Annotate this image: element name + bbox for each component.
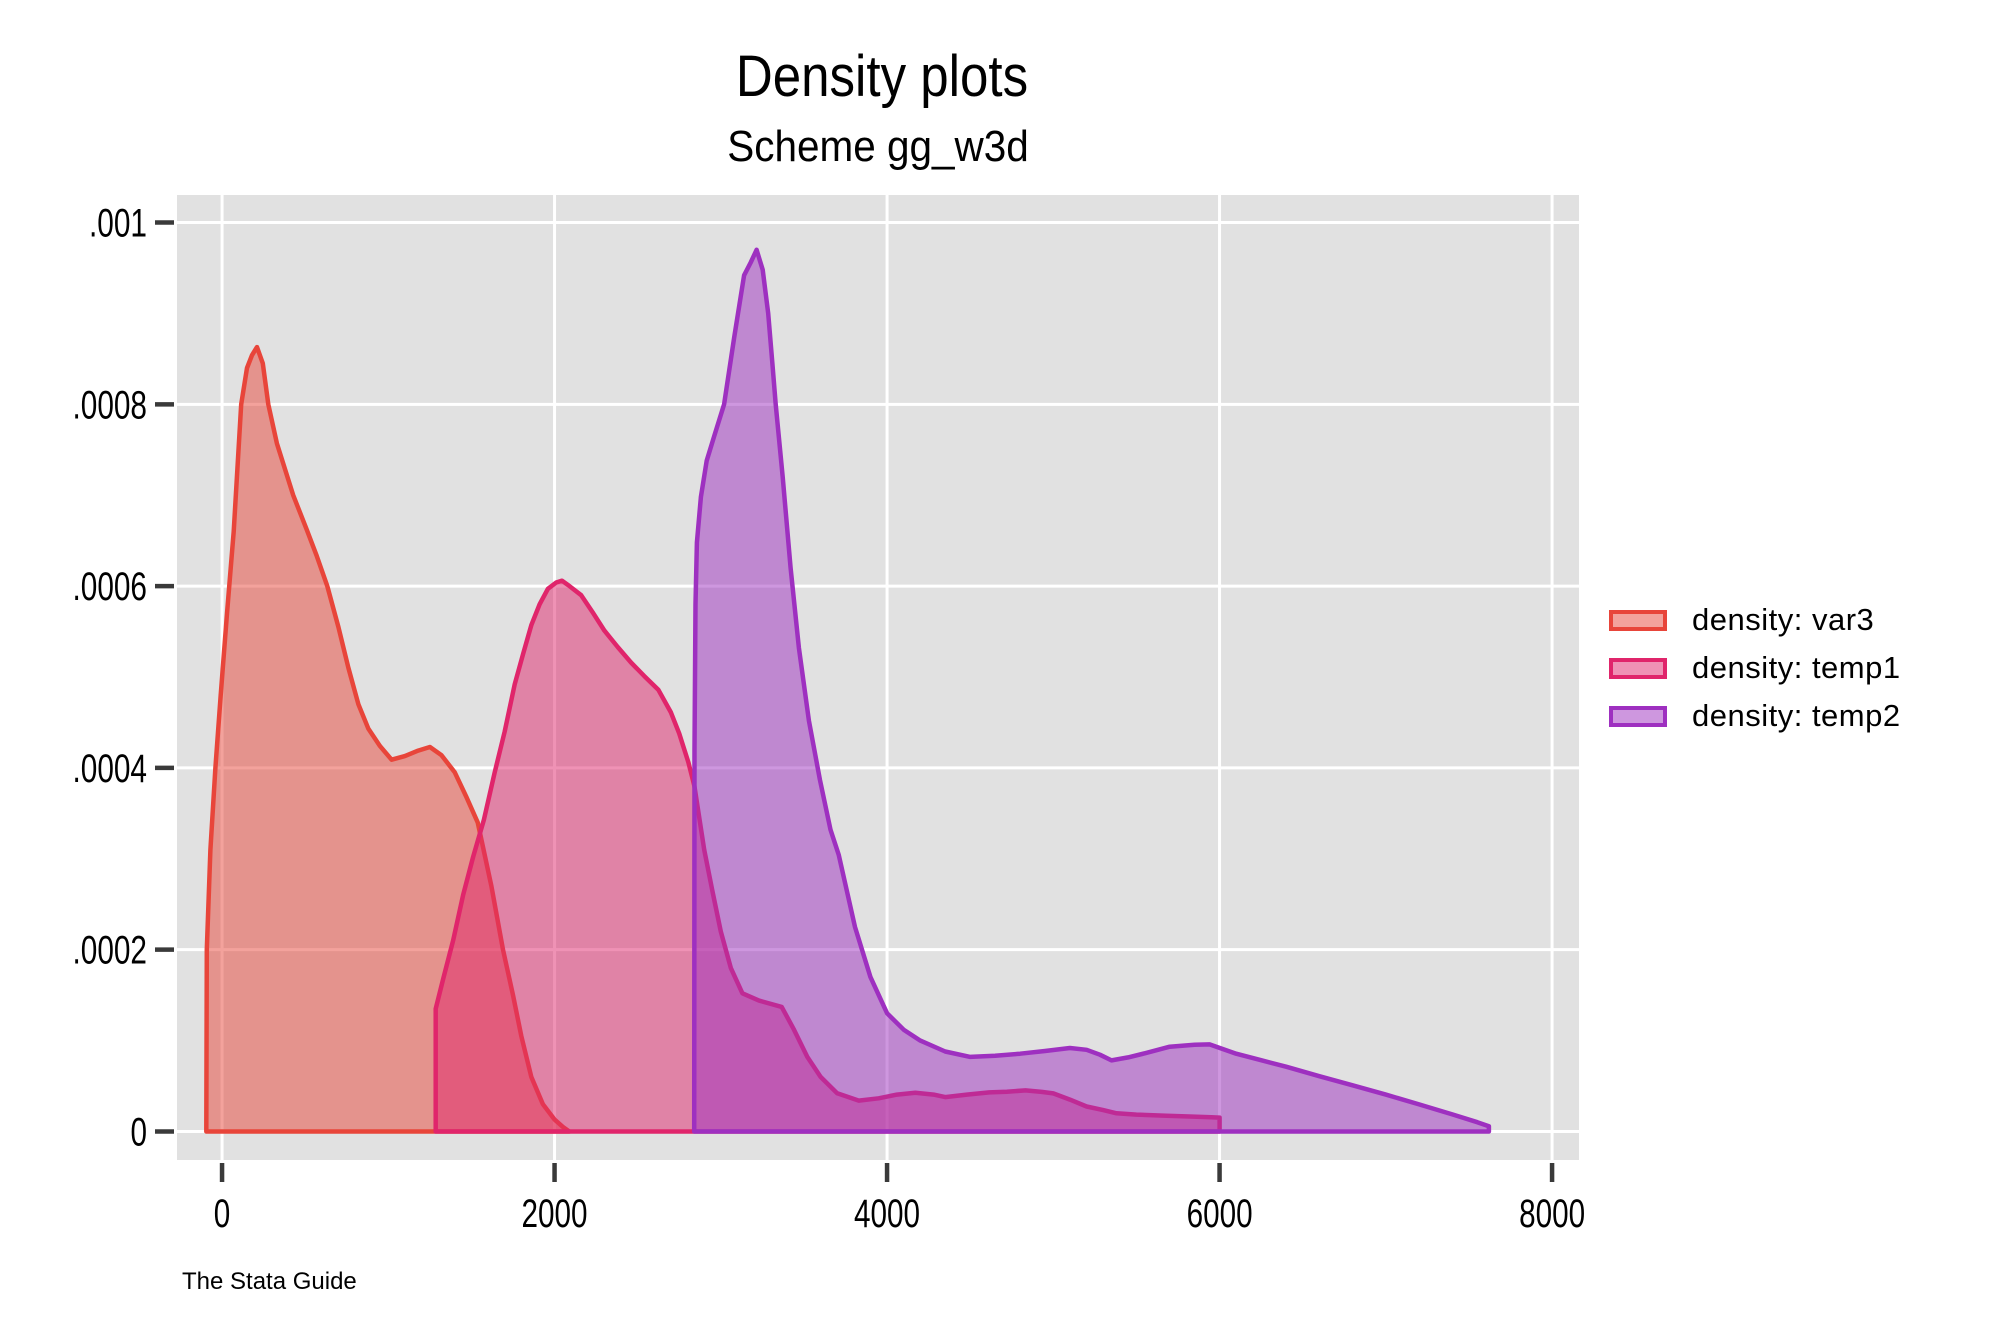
x-tick-label: 2000 [522, 1192, 588, 1236]
y-tick-label: 0 [131, 1110, 148, 1154]
y-tick-label: .0006 [73, 565, 148, 609]
y-tick-label: .001 [89, 202, 147, 246]
legend-item-var3: density: var3 [1609, 596, 1901, 644]
x-tick-label: 4000 [854, 1192, 920, 1236]
y-tick-label: .0008 [73, 383, 148, 427]
legend: density: var3 density: temp1 density: temp… [1609, 596, 1901, 740]
x-tick-label: 6000 [1187, 1192, 1253, 1236]
legend-swatch-icon [1609, 609, 1667, 631]
legend-label: density: temp2 [1692, 698, 1901, 733]
legend-label: density: var3 [1692, 602, 1875, 637]
legend-label: density: temp1 [1692, 650, 1901, 685]
x-tick-label: 8000 [1519, 1192, 1585, 1236]
y-tick-label: .0004 [73, 747, 148, 791]
x-tick-label: 0 [214, 1192, 231, 1236]
density-area-temp2 [691, 247, 1492, 1134]
chart-title: Density plots [735, 44, 1029, 109]
legend-swatch-icon [1609, 705, 1667, 727]
legend-swatch-icon [1609, 657, 1667, 679]
y-tick-label: .0002 [73, 929, 148, 973]
chart-subtitle: Scheme gg_w3d [727, 122, 1029, 171]
caption-text: The Stata Guide [182, 1268, 357, 1295]
legend-item-temp1: density: temp1 [1609, 644, 1901, 692]
legend-item-temp2: density: temp2 [1609, 692, 1901, 740]
